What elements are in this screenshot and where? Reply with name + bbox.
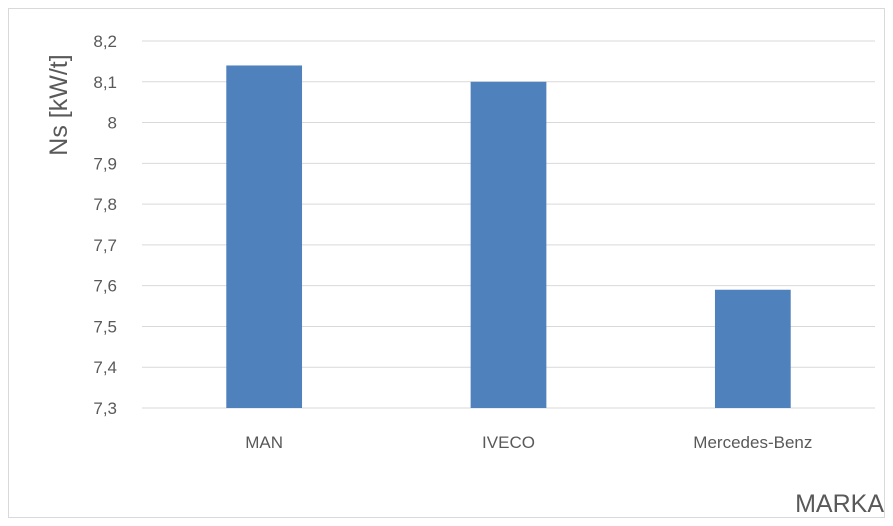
y-tick-label: 7,5 (93, 317, 117, 336)
y-tick-label: 8,2 (93, 32, 117, 51)
y-tick-label: 7,7 (93, 236, 117, 255)
chart-frame (8, 8, 885, 518)
x-axis-title: MARKA (795, 490, 884, 518)
x-category-label: IVECO (482, 433, 535, 452)
y-tick-label: 8 (108, 114, 117, 133)
bar-mercedes-benz (714, 289, 791, 408)
y-axis-tick-labels: 7,3 7,4 7,5 7,6 7,7 7,8 7,9 8 8,1 8,2 (93, 32, 117, 418)
bar-man (226, 65, 303, 408)
x-category-label: Mercedes-Benz (693, 433, 812, 452)
x-axis-category-labels: MAN IVECO Mercedes-Benz (245, 433, 812, 452)
y-tick-label: 7,3 (93, 399, 117, 418)
y-axis-title: Ns [kW/t] (45, 54, 73, 155)
x-category-label: MAN (245, 433, 283, 452)
y-tick-label: 7,9 (93, 154, 117, 173)
bar-iveco (470, 81, 547, 409)
y-tick-label: 8,1 (93, 73, 117, 92)
bars (226, 65, 791, 409)
y-tick-label: 7,4 (93, 358, 117, 377)
y-tick-label: 7,6 (93, 277, 117, 296)
y-tick-label: 7,8 (93, 195, 117, 214)
